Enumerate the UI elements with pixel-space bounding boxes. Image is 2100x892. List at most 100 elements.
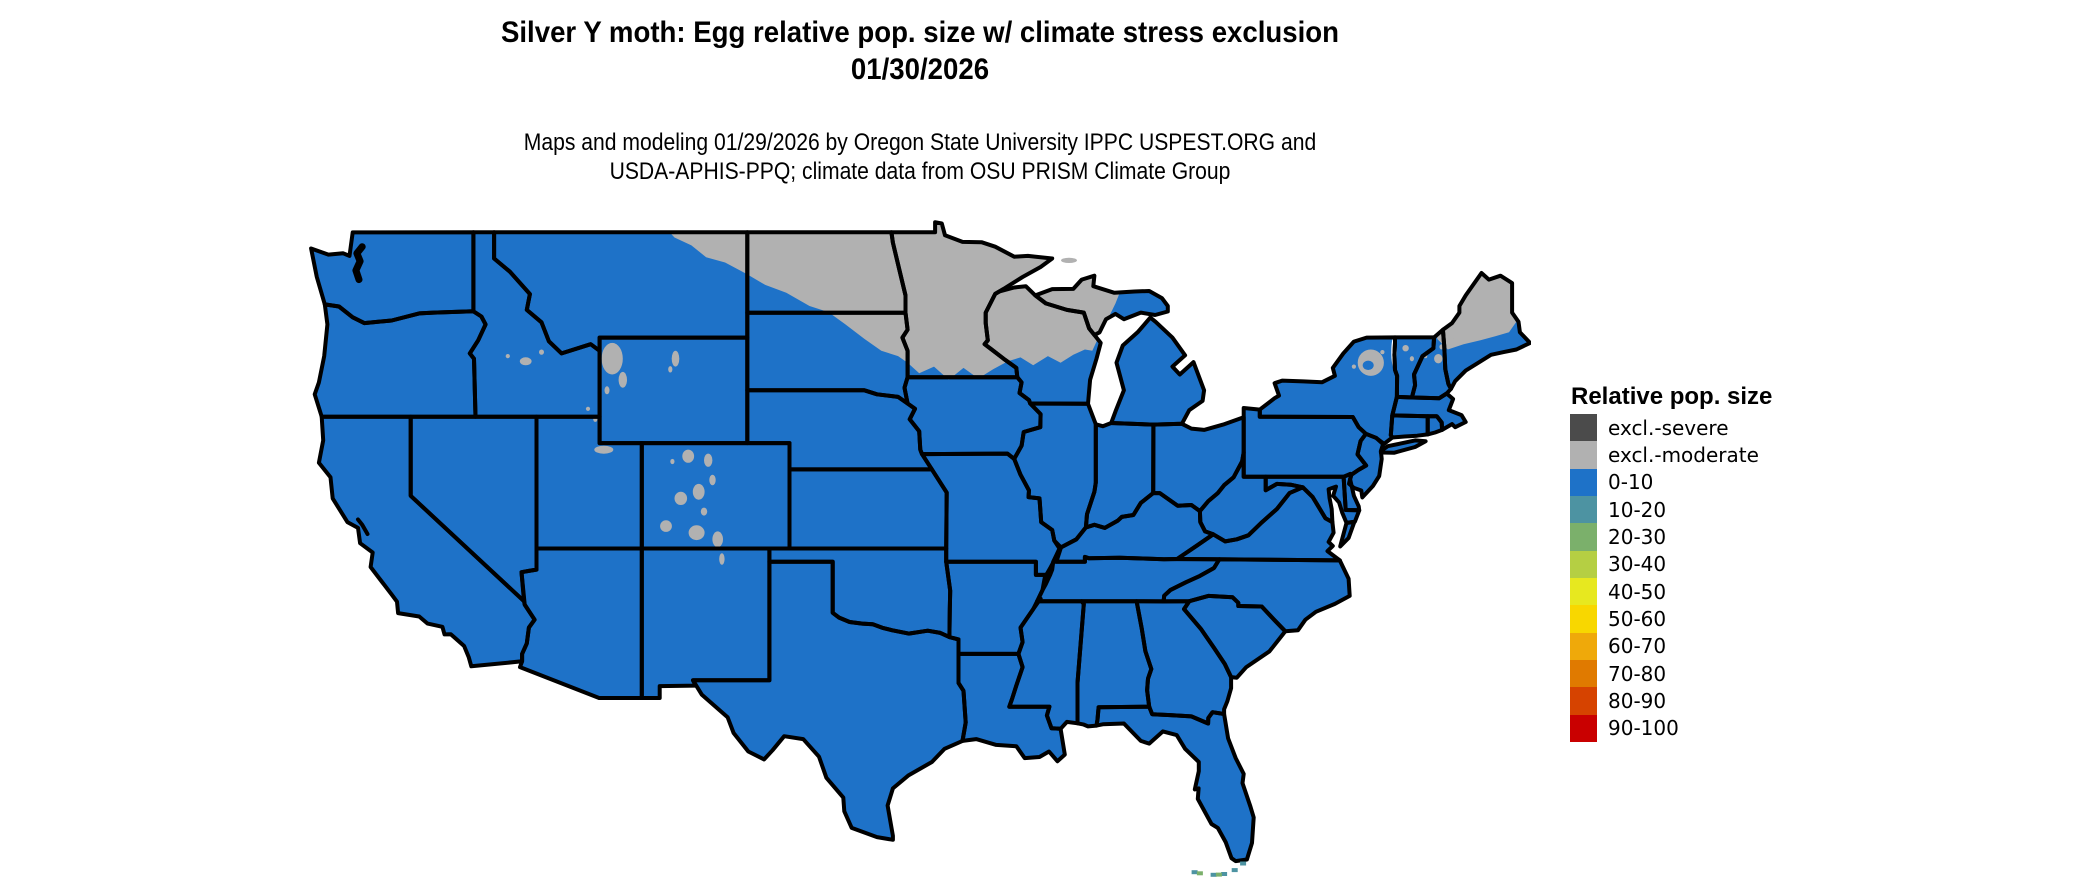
state-california: [318, 416, 535, 667]
exclusion-mountain-spot: [674, 491, 688, 505]
legend-item-90-100: 90-100: [1570, 714, 1772, 742]
state-illinois: [1014, 403, 1096, 548]
state-arizona: [520, 548, 642, 698]
legend-item-label: 90-100: [1608, 716, 1679, 741]
san-francisco-bay-water-mark: [356, 517, 370, 536]
exclusion-mountain-spot: [688, 525, 705, 541]
legend-item-label: 60-70: [1608, 634, 1667, 659]
state-oklahoma: [769, 548, 951, 638]
legend-item-label: 20-30: [1608, 524, 1667, 549]
state-texas: [693, 561, 966, 840]
exclusion-mountain-spot: [682, 449, 695, 463]
exclusion-mountain-spot: [618, 371, 627, 388]
pop-speck-10-20: [1231, 868, 1238, 873]
legend-swatch: [1570, 632, 1597, 660]
state-wyoming: [599, 337, 748, 444]
legend-item-label: 0-10: [1608, 470, 1654, 495]
legend-swatch: [1570, 550, 1597, 578]
legend-item-excl-severe: excl.-severe: [1570, 414, 1772, 442]
legend-swatch: [1570, 468, 1597, 496]
state-idaho: [469, 232, 600, 417]
state-alabama: [1077, 601, 1152, 727]
state-pennsylvania: [1243, 408, 1367, 477]
state-border-north-carolina: [1161, 557, 1352, 634]
exclusion-mountain-spot: [1434, 354, 1443, 364]
figure-header: Silver Y moth: Egg relative pop. size w/…: [0, 14, 1840, 186]
exclusion-clear-spot: [1362, 360, 1374, 370]
exclusion-mountain-spot: [700, 507, 708, 516]
legend-item-label: 50-60: [1608, 606, 1667, 631]
legend-item-excl-moderate: excl.-moderate: [1570, 441, 1772, 469]
exclusion-mountain-spot: [1444, 333, 1449, 339]
exclusion-mountain-spot: [519, 357, 532, 366]
figure-title-line2: 01/30/2026: [850, 53, 990, 86]
exclusion-mountain-spot: [1449, 338, 1457, 345]
legend-item-30-40: 30-40: [1570, 550, 1772, 578]
exclusion-mountain-spot: [604, 386, 610, 395]
us-choropleth-map: [309, 220, 1531, 877]
state-iowa: [904, 377, 1041, 459]
exclusion-mountain-spot: [660, 520, 672, 532]
legend-item-50-60: 50-60: [1570, 605, 1772, 633]
legend-item-label: 10-20: [1608, 497, 1667, 522]
figure-title-line1: Silver Y moth: Egg relative pop. size w/…: [500, 16, 1340, 49]
legend-swatch: [1570, 414, 1597, 442]
exclusion-mountain-spot: [668, 366, 673, 373]
state-border-michigan-upper: [1033, 273, 1170, 337]
pop-speck-10-20: [1210, 872, 1217, 877]
state-border-arizona: [518, 546, 644, 700]
legend-item-label: 40-50: [1608, 579, 1667, 604]
state-borders: [309, 220, 1531, 864]
state-tennessee: [1037, 556, 1220, 602]
exclusion-mountain-spot: [505, 354, 510, 359]
state-long-island: [1380, 440, 1426, 453]
legend-title: Relative pop. size: [1571, 383, 1773, 410]
state-colorado: [641, 443, 790, 549]
exclusion-mountain-spot: [704, 453, 713, 467]
exclusion-mountain-spot: [670, 458, 675, 465]
legend-item-20-30: 20-30: [1570, 523, 1772, 551]
legend-item-60-70: 60-70: [1570, 632, 1772, 660]
legend-item-70-80: 70-80: [1570, 659, 1772, 688]
figure-subtitle-line1: Maps and modeling 01/29/2026 by Oregon S…: [523, 129, 1317, 156]
pop-speck-20-30: [1196, 871, 1203, 876]
legend-swatch: [1570, 495, 1597, 524]
legend-swatch: [1570, 659, 1597, 688]
state-montana: [494, 232, 748, 354]
legend-item-label: 80-90: [1608, 688, 1667, 713]
state-border-florida: [1094, 704, 1256, 864]
state-indiana: [1085, 423, 1154, 528]
state-massachusetts: [1392, 393, 1466, 430]
state-oregon: [314, 304, 486, 417]
exclusion-mountain-spot: [692, 483, 705, 500]
state-border-texas: [691, 559, 968, 842]
legend-swatch: [1570, 523, 1597, 551]
figure-subtitle-line2: USDA-APHIS-PPQ; climate data from OSU PR…: [609, 158, 1231, 185]
exclusion-mountain-spot: [671, 350, 680, 367]
legend-swatch: [1570, 714, 1597, 742]
legend: Relative pop. size excl.-severe excl.-mod…: [1570, 384, 1772, 742]
legend-item-label: 30-40: [1608, 552, 1667, 577]
puget-sound-water-mark: [352, 243, 366, 284]
legend-item-10-20: 10-20: [1570, 495, 1772, 524]
state-georgia: [1136, 601, 1232, 724]
exclusion-mountain-spot: [709, 474, 716, 486]
state-kentucky: [1056, 493, 1214, 562]
pop-speck-20-30: [1215, 872, 1222, 877]
state-kansas: [789, 469, 947, 549]
legend-item-label: excl.-severe: [1608, 415, 1729, 440]
legend-item-40-50: 40-50: [1570, 577, 1772, 606]
legend-item-label: excl.-moderate: [1608, 442, 1759, 467]
exclusion-mountain-spot: [1409, 356, 1414, 362]
exclusion-mountain-spot: [594, 445, 614, 454]
legend-swatch: [1570, 577, 1597, 606]
state-new-mexico: [641, 548, 770, 698]
state-border-michigan-lower: [1109, 315, 1207, 427]
state-michigan-lower: [1111, 317, 1205, 425]
legend-rows: excl.-severe excl.-moderate 0-10 10-20 20-30…: [1570, 414, 1772, 742]
legend-swatch: [1570, 441, 1597, 469]
legend-item-0-10: 0-10: [1570, 468, 1772, 496]
state-florida: [1096, 706, 1254, 862]
exclusion-mountain-spot: [1351, 364, 1356, 369]
